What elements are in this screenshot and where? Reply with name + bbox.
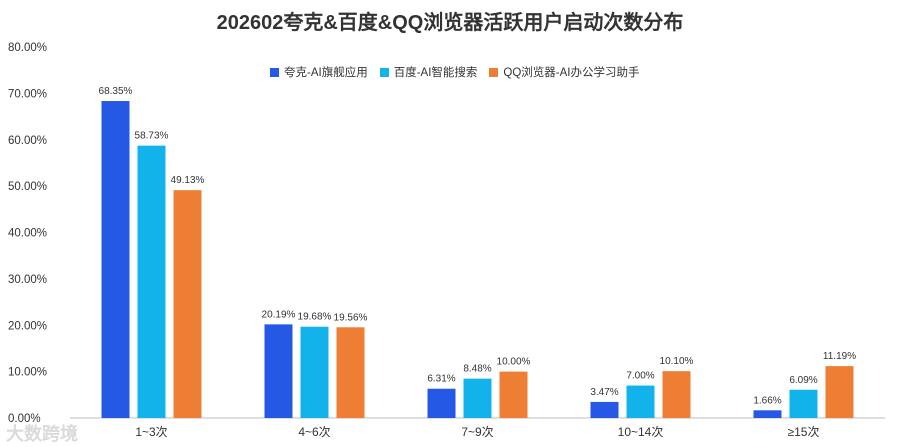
data-label: 1.66%	[753, 395, 781, 406]
bar	[101, 101, 130, 418]
watermark: 大数跨境	[6, 424, 78, 444]
bar	[789, 389, 818, 418]
data-label: 58.73%	[135, 131, 169, 142]
data-label: 68.35%	[99, 86, 133, 97]
y-tick-label: 30.00%	[8, 274, 47, 286]
data-label: 10.10%	[660, 356, 694, 367]
bar	[427, 388, 456, 418]
x-tick-label: 7~9次	[461, 425, 493, 439]
legend-label-qq: QQ浏览器-AI办公学习助手	[503, 67, 640, 79]
y-tick-label: 60.00%	[8, 135, 47, 147]
data-label: 19.68%	[298, 312, 332, 323]
x-tick-label: 1~3次	[135, 425, 167, 439]
legend-item-qq: QQ浏览器-AI办公学习助手	[489, 64, 640, 80]
bar	[590, 401, 619, 418]
data-label: 20.19%	[262, 309, 296, 320]
data-label: 19.56%	[334, 312, 368, 323]
y-tick-label: 0.00%	[8, 413, 41, 425]
bar	[264, 324, 293, 418]
legend-swatch-quark	[270, 67, 279, 77]
x-tick-label: ≥15次	[788, 425, 820, 439]
data-label: 11.19%	[823, 351, 856, 362]
legend-swatch-baidu	[379, 67, 389, 77]
legend-label-quark: 夸克-AI旗舰应用	[284, 67, 368, 79]
legend: 夸克-AI旗舰应用 百度-AI智能搜索 QQ浏览器-AI办公学习助手	[270, 64, 640, 80]
y-tick-label: 40.00%	[8, 228, 47, 240]
bar	[825, 366, 854, 418]
bar	[336, 327, 365, 418]
data-label: 49.13%	[171, 175, 205, 186]
bar	[137, 145, 166, 418]
data-label: 6.09%	[789, 375, 817, 386]
bar	[753, 410, 782, 418]
bar	[463, 378, 492, 418]
bar	[173, 190, 202, 418]
y-tick-label: 20.00%	[8, 320, 47, 332]
x-tick-label: 4~6次	[298, 425, 330, 439]
data-label: 8.48%	[463, 364, 491, 375]
y-tick-label: 10.00%	[8, 367, 47, 379]
bar	[662, 371, 691, 418]
chart-title: 202602夸克&百度&QQ浏览器活跃用户启动次数分布	[216, 12, 684, 34]
data-label: 7.00%	[626, 371, 654, 382]
legend-item-baidu: 百度-AI智能搜索	[379, 64, 478, 80]
y-tick-label: 70.00%	[8, 88, 47, 100]
legend-label-baidu: 百度-AI智能搜索	[393, 67, 478, 79]
data-label: 10.00%	[497, 357, 531, 368]
bar	[626, 385, 655, 418]
bar	[300, 326, 329, 418]
data-label: 3.47%	[590, 387, 618, 398]
x-tick-label: 10~14次	[618, 425, 664, 439]
legend-item-quark: 夸克-AI旗舰应用	[270, 64, 368, 80]
y-tick-label: 50.00%	[8, 181, 47, 193]
data-label: 6.31%	[427, 374, 455, 385]
y-tick-label: 80.00%	[8, 42, 47, 54]
bar	[499, 371, 528, 418]
legend-swatch-qq	[489, 67, 499, 77]
